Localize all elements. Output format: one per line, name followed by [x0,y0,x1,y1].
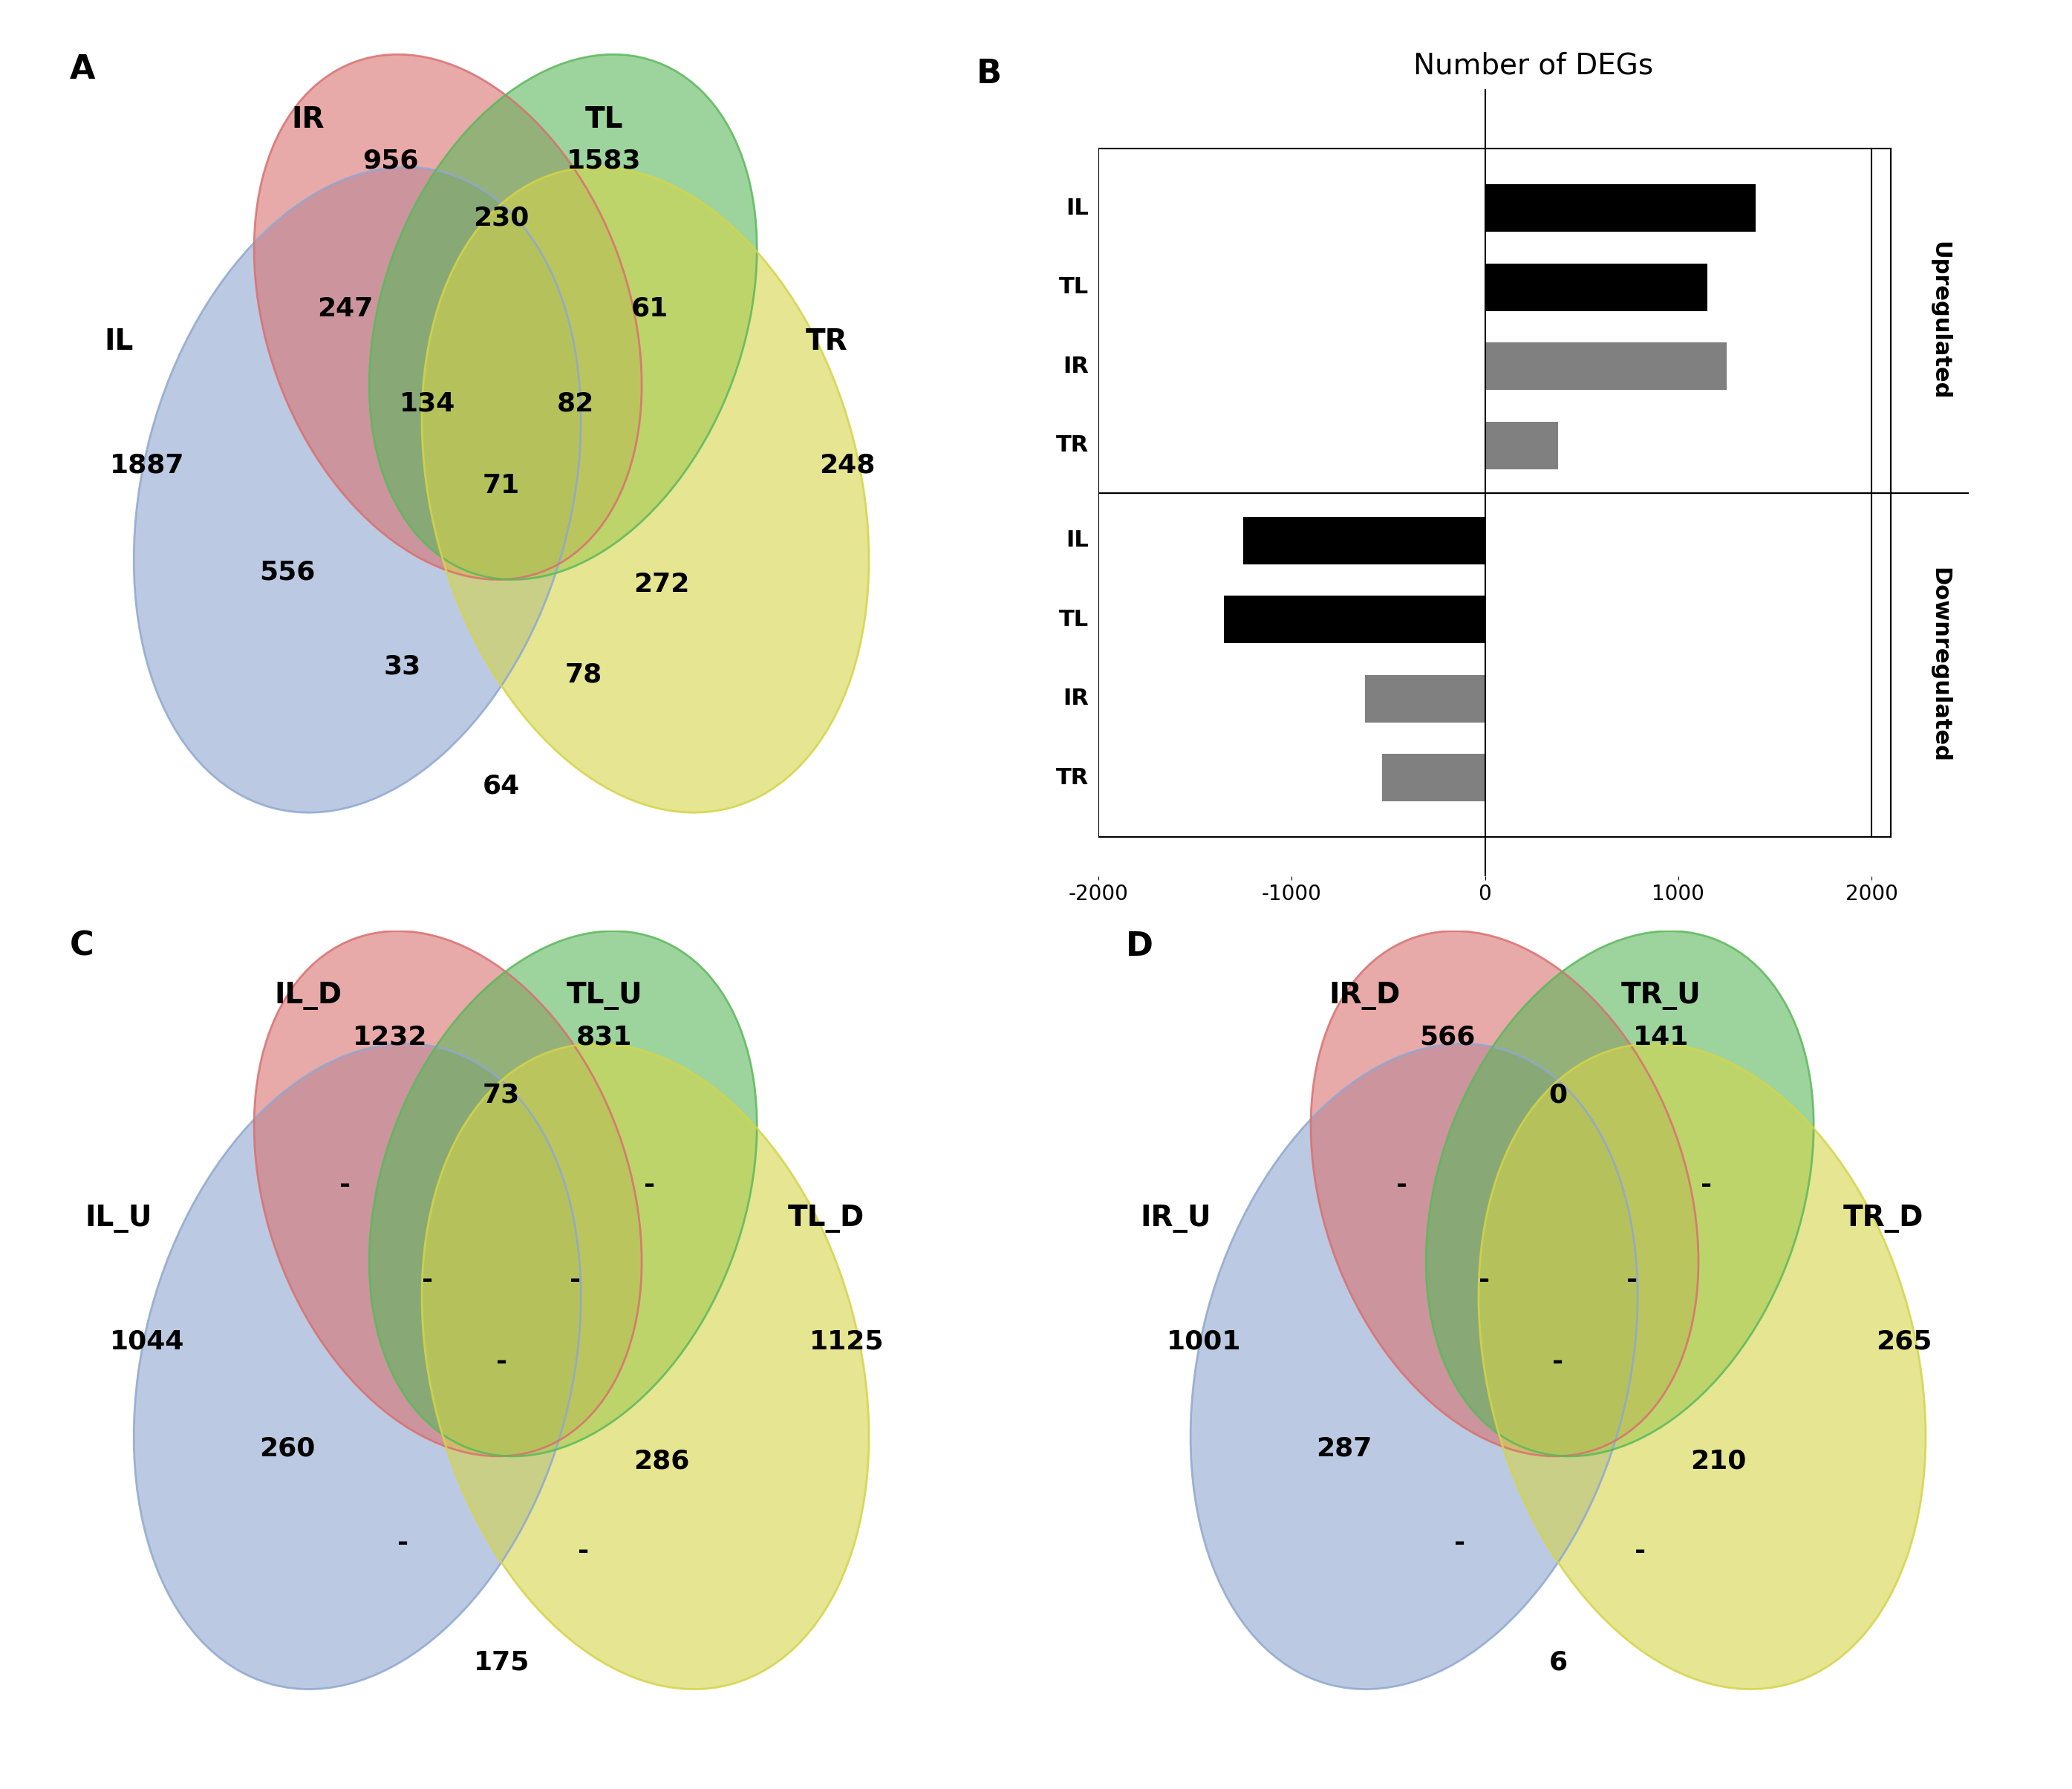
Text: IL_D: IL_D [274,982,342,1011]
Text: TL_U: TL_U [566,982,642,1011]
Text: A: A [68,54,95,86]
Text: -: - [1635,1539,1645,1564]
Text: -: - [340,1174,350,1199]
Text: TR_U: TR_U [1620,982,1701,1011]
Text: -: - [570,1267,580,1293]
Ellipse shape [369,54,756,580]
Text: 78: 78 [566,662,603,687]
Text: IL: IL [1065,197,1088,218]
Bar [1486,184,1755,233]
Text: -: - [1397,1174,1407,1199]
Bar [1486,422,1558,469]
Text: 247: 247 [317,297,373,322]
Text: TR: TR [1055,435,1088,456]
Text: 61: 61 [630,297,667,322]
Text: IR: IR [1063,356,1088,377]
Text: 73: 73 [483,1082,520,1107]
Text: IL: IL [104,327,133,356]
Text: 210: 210 [1691,1449,1747,1474]
Ellipse shape [1312,930,1699,1456]
Text: 134: 134 [400,390,456,417]
Bar [1382,753,1486,801]
Text: IL: IL [1065,530,1088,551]
Bar [1486,343,1726,390]
Text: TL: TL [1059,277,1088,299]
Text: -: - [495,1349,508,1376]
Text: Upregulated: Upregulated [1929,242,1950,401]
Text: 230: 230 [472,206,528,231]
Text: TL_D: TL_D [787,1204,864,1233]
Bar [1225,596,1486,644]
Text: -: - [1479,1267,1490,1293]
Bar [1486,263,1707,311]
Title: Number of DEGs: Number of DEGs [1413,52,1653,81]
Text: Downregulated: Downregulated [1929,567,1950,762]
Text: 33: 33 [383,655,421,680]
Text: TR: TR [806,327,847,356]
Text: D: D [1125,930,1154,962]
Text: 1583: 1583 [568,148,642,174]
Text: TL: TL [584,106,624,134]
Ellipse shape [369,930,756,1456]
Text: 831: 831 [576,1025,632,1050]
Text: 1887: 1887 [110,453,184,478]
Text: -: - [578,1539,588,1564]
Bar [1365,674,1486,723]
Text: 287: 287 [1316,1437,1372,1462]
Text: 956: 956 [363,148,419,174]
Text: IR: IR [292,106,325,134]
Text: 1044: 1044 [110,1329,184,1354]
Text: B: B [976,57,1001,89]
Ellipse shape [135,166,580,812]
Text: 1232: 1232 [352,1025,427,1050]
Text: 272: 272 [634,572,690,598]
Text: 64: 64 [483,773,520,798]
Text: 1001: 1001 [1167,1329,1241,1354]
Text: -: - [1701,1174,1711,1199]
Text: 0: 0 [1548,1082,1566,1107]
Text: TR_D: TR_D [1842,1204,1923,1233]
Ellipse shape [423,1043,868,1689]
Text: -: - [1627,1267,1637,1293]
Text: -: - [1552,1349,1564,1376]
Text: 556: 556 [259,560,315,585]
Text: 566: 566 [1419,1025,1475,1050]
Ellipse shape [1191,1043,1637,1689]
Text: 141: 141 [1633,1025,1689,1050]
Ellipse shape [1479,1043,1925,1689]
Text: 1125: 1125 [810,1329,885,1354]
Text: TL: TL [1059,608,1088,630]
Text: 6: 6 [1548,1649,1566,1675]
Text: IR_D: IR_D [1328,982,1401,1011]
Ellipse shape [135,1043,580,1689]
Text: -: - [398,1531,408,1556]
Text: 286: 286 [634,1449,690,1474]
Text: 71: 71 [483,472,520,499]
Text: C: C [68,930,93,962]
Ellipse shape [255,54,642,580]
Text: -: - [423,1267,433,1293]
Text: 248: 248 [818,453,874,478]
Text: 175: 175 [472,1649,528,1675]
Text: IR: IR [1063,687,1088,710]
Ellipse shape [423,166,868,812]
Ellipse shape [255,930,642,1456]
Bar [1243,517,1486,564]
Text: IR_U: IR_U [1140,1204,1210,1233]
Text: 265: 265 [1875,1329,1931,1354]
Text: TR: TR [1055,767,1088,789]
Text: 82: 82 [557,390,595,417]
Text: -: - [1455,1531,1465,1556]
Ellipse shape [1426,930,1813,1456]
Text: 260: 260 [259,1437,315,1462]
Text: -: - [644,1174,655,1199]
Text: IL_U: IL_U [85,1204,153,1233]
